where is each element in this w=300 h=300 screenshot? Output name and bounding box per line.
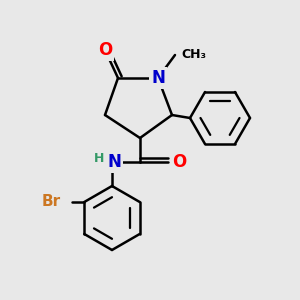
Text: Br: Br [41, 194, 60, 209]
Text: N: N [107, 153, 121, 171]
Text: O: O [98, 41, 112, 59]
Text: N: N [151, 69, 165, 87]
Text: O: O [172, 153, 186, 171]
Text: H: H [94, 152, 104, 166]
Text: CH₃: CH₃ [181, 49, 206, 62]
